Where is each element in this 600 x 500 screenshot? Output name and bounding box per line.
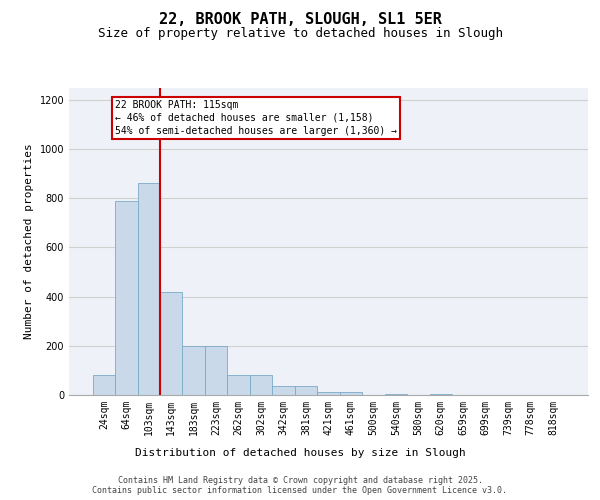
Bar — [295, 386, 317, 395]
Bar — [250, 376, 272, 395]
Text: Contains HM Land Registry data © Crown copyright and database right 2025.
Contai: Contains HM Land Registry data © Crown c… — [92, 476, 508, 495]
Bar — [205, 346, 227, 395]
Text: Distribution of detached houses by size in Slough: Distribution of detached houses by size … — [134, 448, 466, 458]
Text: Size of property relative to detached houses in Slough: Size of property relative to detached ho… — [97, 28, 503, 40]
Bar — [92, 376, 115, 395]
Y-axis label: Number of detached properties: Number of detached properties — [24, 144, 34, 339]
Bar — [340, 392, 362, 395]
Bar — [160, 292, 182, 395]
Text: 22 BROOK PATH: 115sqm
← 46% of detached houses are smaller (1,158)
54% of semi-d: 22 BROOK PATH: 115sqm ← 46% of detached … — [115, 100, 397, 136]
Bar — [385, 394, 407, 395]
Bar — [115, 200, 137, 395]
Bar — [182, 346, 205, 395]
Bar — [227, 376, 250, 395]
Bar — [430, 394, 452, 395]
Bar — [317, 392, 340, 395]
Text: 22, BROOK PATH, SLOUGH, SL1 5ER: 22, BROOK PATH, SLOUGH, SL1 5ER — [158, 12, 442, 28]
Bar — [137, 184, 160, 395]
Bar — [272, 386, 295, 395]
